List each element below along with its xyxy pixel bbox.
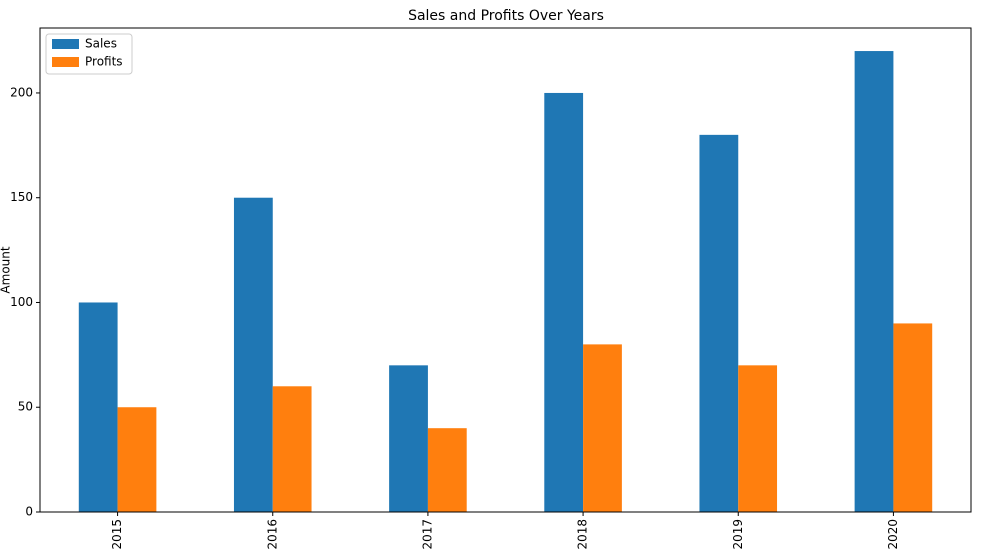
bar [854,51,894,513]
y-tick-label: 100 [10,295,33,309]
y-tick-label: 200 [10,85,33,99]
legend-swatch [52,39,79,49]
bar [544,92,584,512]
chart-title: Sales and Profits Over Years [408,8,604,24]
bar [117,407,157,512]
legend-swatch [52,57,79,67]
y-tick-label: 0 [25,505,33,519]
bar [389,365,428,512]
bar [738,365,778,512]
bar [583,344,622,512]
x-tick-label: 2017 [420,519,434,550]
bar [272,386,312,512]
x-tick-label: 2019 [731,519,745,550]
x-tick-label: 2020 [886,519,900,550]
x-tick-label: 2016 [265,519,279,550]
y-tick-label: 150 [10,190,33,204]
x-tick-label: 2018 [576,519,590,550]
legend-label: Sales [85,37,117,51]
legend-label: Profits [85,55,123,69]
y-axis-label: Amount [0,246,13,293]
x-tick-label: 2015 [110,519,124,550]
plot-frame [39,27,972,513]
y-tick-label: 50 [18,400,33,414]
bar [78,302,118,512]
bar [893,323,933,512]
bar [233,197,273,512]
bar [427,428,467,512]
bar [699,134,739,512]
